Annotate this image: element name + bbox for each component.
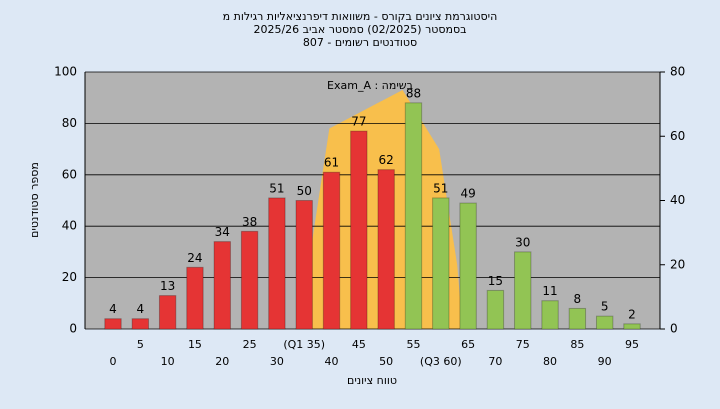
x-tick-label: (Q1 35) (283, 338, 325, 351)
y-tick-label: 0 (69, 322, 77, 336)
x-tick-label: 95 (625, 338, 639, 351)
value-label: 38 (242, 215, 257, 229)
y-axis-label: מספר סטודנטים (28, 162, 41, 238)
title-line: היסטוגרמת ציונים בקורס - משוואות דיפרנצי… (223, 10, 498, 23)
bar (186, 266, 204, 330)
x-tick-label: 45 (352, 338, 366, 351)
title-line: בסמסטר (02/2025) סמסטר אביב 2025/26 (253, 23, 466, 36)
bar (131, 318, 150, 330)
y2-tick-label: 0 (670, 322, 678, 336)
x-tick-label: 10 (161, 355, 175, 368)
value-label: 11 (542, 284, 557, 298)
y-tick-label: 20 (62, 270, 77, 284)
x-tick-label: 55 (406, 338, 420, 351)
value-label: 49 (460, 187, 475, 201)
x-tick-label: 50 (379, 355, 393, 368)
value-label: 51 (269, 181, 284, 195)
x-axis-label: טווח ציונים (347, 374, 397, 387)
x-tick-label: 40 (325, 355, 339, 368)
value-label: 5 (601, 300, 609, 314)
bar (240, 230, 259, 330)
value-label: 15 (488, 274, 503, 288)
x-tick-label: 75 (516, 338, 530, 351)
bar (568, 307, 587, 330)
bar (486, 289, 505, 330)
value-label: 13 (160, 279, 175, 293)
bar (623, 323, 641, 330)
y2-tick-label: 80 (670, 65, 685, 79)
bar (295, 200, 313, 330)
bar (213, 241, 231, 330)
x-tick-label: 25 (243, 338, 257, 351)
x-tick-label: 20 (215, 355, 229, 368)
value-label: 34 (215, 225, 230, 239)
value-label: 2 (628, 307, 636, 321)
y-tick-label: 60 (62, 167, 77, 181)
value-label: 4 (109, 302, 117, 316)
value-label: 62 (379, 153, 394, 167)
bar (432, 197, 450, 330)
value-label: 61 (324, 156, 339, 170)
value-label: 8 (574, 292, 582, 306)
value-label: 77 (351, 115, 366, 129)
x-tick-label: 0 (110, 355, 117, 368)
bar (158, 295, 177, 330)
y-tick-label: 40 (62, 219, 77, 233)
y2-tick-label: 60 (670, 129, 685, 143)
bar (595, 315, 614, 330)
x-tick-label: 5 (137, 338, 144, 351)
x-tick-label: 15 (188, 338, 202, 351)
value-label: 30 (515, 235, 530, 249)
x-tick-label: 90 (598, 355, 612, 368)
title-line: סטודנטים רשומים - 807 (303, 36, 417, 49)
value-label: 24 (187, 251, 202, 265)
bar (404, 102, 423, 330)
bar (350, 130, 368, 330)
x-tick-label: 85 (570, 338, 584, 351)
x-tick-label: (Q3 60) (420, 355, 462, 368)
value-label: 88 (406, 86, 421, 100)
bar (514, 251, 532, 330)
bar (268, 197, 286, 330)
x-tick-label: 65 (461, 338, 475, 351)
x-tick-label: 80 (543, 355, 557, 368)
x-tick-label: 30 (270, 355, 284, 368)
bar (377, 169, 395, 330)
bar (459, 202, 477, 330)
value-label: 4 (136, 302, 144, 316)
bar (541, 300, 559, 330)
bar (104, 318, 122, 330)
y2-tick-label: 20 (670, 257, 685, 271)
value-label: 50 (297, 184, 312, 198)
bar (322, 171, 341, 330)
value-label: 51 (433, 181, 448, 195)
annotation: Exam_A : בשימה (327, 79, 413, 92)
x-tick-label: 70 (488, 355, 502, 368)
y-tick-label: 80 (62, 116, 77, 130)
y2-tick-label: 40 (670, 193, 685, 207)
y-tick-label: 100 (54, 65, 77, 79)
